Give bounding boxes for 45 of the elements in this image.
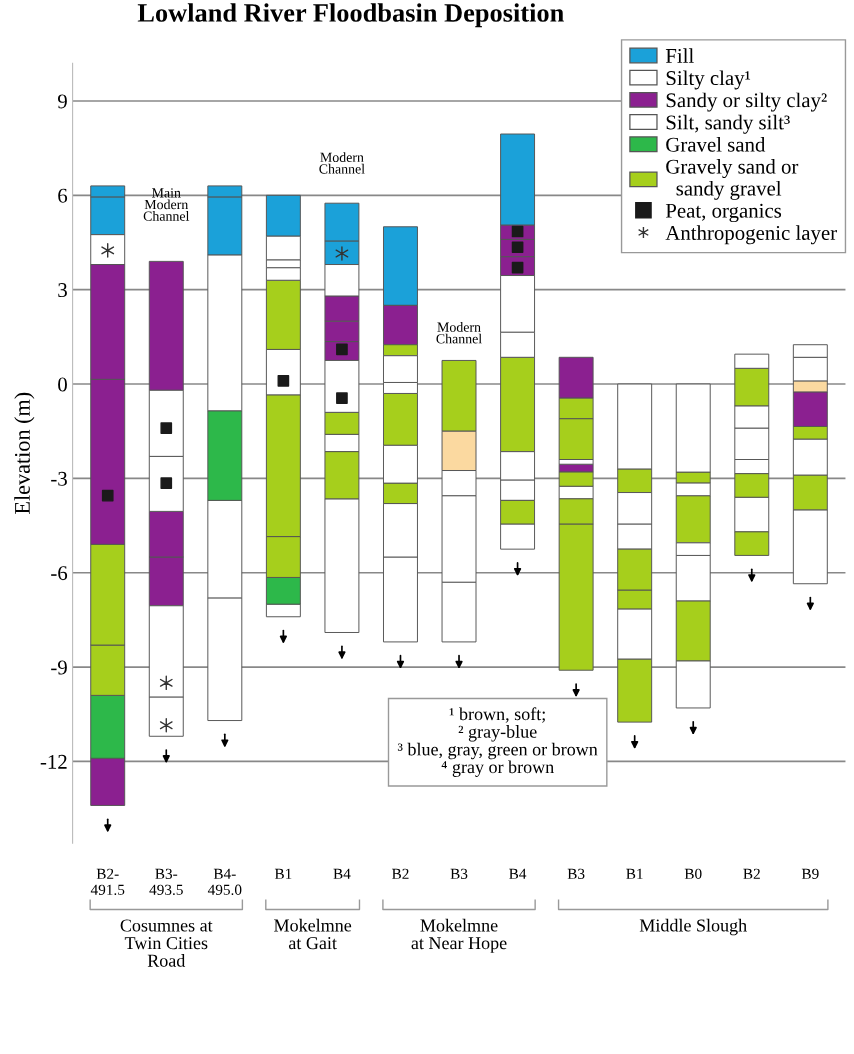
point <box>101 489 114 502</box>
legend-label: Fill <box>665 48 694 63</box>
y-tick-label: -9 <box>51 660 67 675</box>
x-tick-label: B9 <box>801 868 819 879</box>
text: Cosumnes at Twin Cities Road <box>120 919 213 967</box>
y-tick-label: 6 <box>58 188 68 203</box>
x-tick-label: B1 <box>626 868 643 879</box>
annotation: Modern Channel <box>319 152 365 174</box>
annotation: ¹ brown, soft; ² gray-blue ³ blue, gray, green or brown ⁴ gray or brown <box>397 707 598 777</box>
x-tick-label: B4 <box>509 868 527 879</box>
legend-label: Silty clay¹ <box>666 70 751 90</box>
legend-label: Peat, organics <box>665 203 782 223</box>
y-axis-title: Elevation (m) <box>14 392 35 514</box>
x-tick-label: B4- 495.0 <box>207 868 242 895</box>
point <box>277 375 290 387</box>
y-tick-label: -3 <box>51 471 67 486</box>
point <box>336 392 348 405</box>
point <box>160 422 173 434</box>
legend-label: Gravel sand <box>666 137 766 152</box>
y-tick-label: 0 <box>58 377 67 392</box>
x-tick-label: B2- 491.5 <box>90 868 125 895</box>
x-tick-label: B0 <box>684 868 702 879</box>
legend-label: Anthropogenic layer <box>665 225 837 245</box>
annotation: Main Modern Channel <box>143 188 190 221</box>
text: Mokelmne at Near Hope <box>411 918 507 953</box>
y-tick-label: -12 <box>40 754 67 769</box>
annotation: Modern Channel <box>436 322 482 344</box>
x-tick-label: B2 <box>392 868 409 879</box>
legend-label: Gravely sand or sandy gravel <box>666 159 799 200</box>
x-tick-label: B3 <box>567 868 585 879</box>
y-tick-label: -6 <box>51 566 68 581</box>
x-tick-label: B2 <box>743 868 760 879</box>
chart-title: Lowland River Floodbasin Deposition <box>137 3 564 28</box>
text: Mokelmne at Gait <box>274 918 352 950</box>
legend-label: Silt, sandy silt³ <box>666 114 790 134</box>
y-tick-label: 3 <box>58 283 67 298</box>
y-tick-label: 9 <box>57 94 67 109</box>
x-tick-label: B3- 493.5 <box>149 868 183 895</box>
legend-label: Sandy or silty clay² <box>666 92 827 112</box>
x-tick-label: B3 <box>450 868 468 879</box>
point <box>159 675 173 691</box>
point <box>160 477 173 489</box>
text: Middle Slough <box>639 918 747 936</box>
x-tick-label: B4 <box>333 868 351 879</box>
x-tick-label: B1 <box>274 868 292 879</box>
